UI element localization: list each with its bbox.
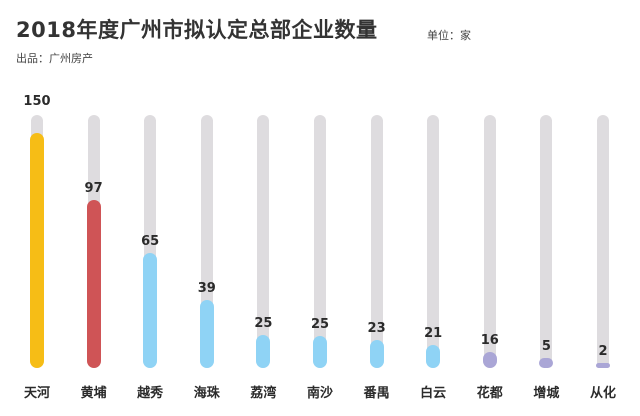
bar [596,363,610,368]
bar-column: 150 天河 [7,0,67,416]
bar-track [427,115,440,368]
value-label: 25 [310,317,330,332]
bar [199,300,214,368]
bar-column: 97 黄埔 [64,0,124,416]
bar-column: 5 增城 [516,0,576,416]
bar-column: 25 南沙 [290,0,350,416]
bar [86,200,101,368]
value-label: 150 [23,94,51,109]
bar [143,253,158,368]
unit-label: 单位：家 [427,29,471,42]
category-label: 海珠 [193,386,220,401]
bar [539,358,554,368]
value-label: 97 [84,181,103,196]
bar-track [597,115,609,368]
value-label: 23 [367,321,386,336]
bar-column: 2 从化 [573,0,633,416]
bar [256,335,271,368]
bar [313,336,327,368]
bar [426,345,441,368]
category-label: 白云 [420,386,447,401]
category-label: 天河 [23,386,50,401]
category-label: 荔湾 [250,386,277,401]
bar-track [314,115,326,368]
value-label: 5 [541,339,551,354]
bar-column: 39 海珠 [177,0,237,416]
bar-column: 16 花都 [460,0,520,416]
chart-title: 2018年度广州市拟认定总部企业数量 [16,18,378,42]
value-label: 25 [254,316,273,331]
source-label: 出品：广州房产 [16,52,93,65]
bar-column: 65 越秀 [120,0,180,416]
value-label: 39 [197,281,216,296]
bar-track [540,115,553,368]
value-label: 16 [480,333,499,348]
bar-column: 23 番禺 [347,0,407,416]
value-label: 65 [141,234,160,249]
category-label: 南沙 [306,386,333,401]
value-label: 2 [598,344,608,359]
category-label: 黄埔 [80,386,107,401]
bar [369,340,384,368]
category-label: 越秀 [137,386,164,401]
bar [30,133,44,368]
category-label: 增城 [533,386,560,401]
bar-track [257,115,270,368]
value-label: 21 [424,326,443,341]
category-label: 花都 [476,386,503,401]
category-label: 番禺 [363,386,390,401]
bar-track [483,115,496,368]
bar [482,352,497,368]
bar-column: 25 荔湾 [233,0,293,416]
bar-track [370,115,383,368]
bar-column: 21 白云 [403,0,463,416]
category-label: 从化 [589,386,616,401]
